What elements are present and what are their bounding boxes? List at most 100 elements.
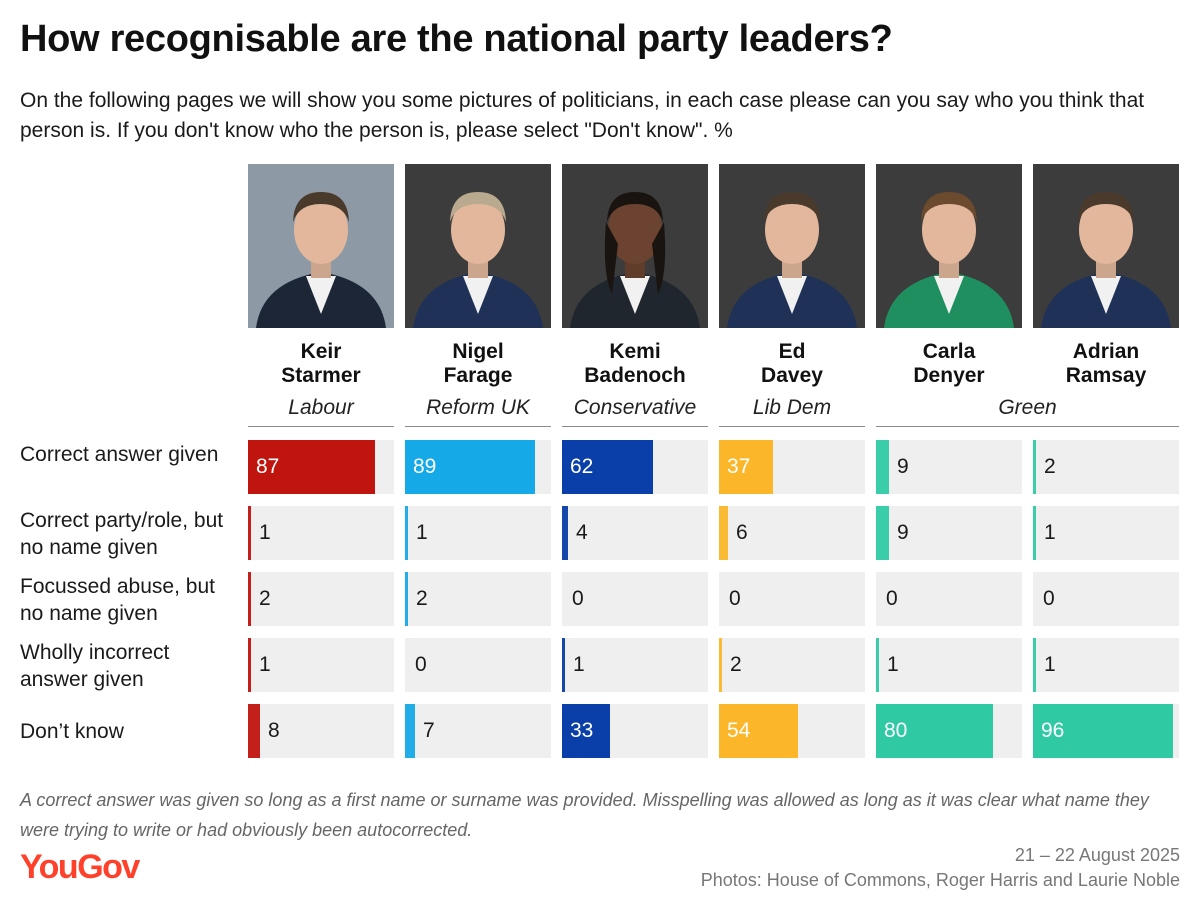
cell-ramsay-row-1: 2 (1033, 440, 1179, 494)
bar-ramsay-row-2 (1033, 506, 1036, 560)
bar-denyer-row-2 (876, 506, 889, 560)
leader-first-name: Adrian (1072, 340, 1140, 363)
leader-last-name: Badenoch (584, 364, 686, 387)
bar-starmer-row-5 (248, 704, 260, 758)
bar-starmer-row-4 (248, 638, 251, 692)
bar-starmer-row-1 (248, 440, 375, 494)
data-label-denyer-row-4: 1 (887, 653, 899, 676)
cell-starmer-row-4: 1 (248, 638, 394, 692)
cell-davey-row-3: 0 (719, 572, 865, 626)
leader-last-name: Ramsay (1065, 364, 1147, 387)
data-label-davey-row-4: 2 (730, 653, 742, 676)
party-label-labour: Labour (288, 396, 354, 419)
bar-starmer-row-3 (248, 572, 251, 626)
cell-denyer-row-1: 9 (876, 440, 1022, 494)
cell-starmer-row-3: 2 (248, 572, 394, 626)
cell-davey-row-4: 2 (719, 638, 865, 692)
cell-badenoch-row-1: 62 (562, 440, 708, 494)
data-label-starmer-row-1: 87 (256, 455, 280, 478)
data-label-badenoch-row-3: 0 (572, 587, 584, 610)
bar-badenoch-row-1 (562, 440, 653, 494)
party-divider (719, 426, 865, 427)
data-label-farage-row-5: 7 (423, 719, 435, 742)
bar-starmer-row-2 (248, 506, 251, 560)
leader-name-badenoch: Kemi Badenoch (562, 340, 708, 388)
leader-last-name: Davey (761, 364, 823, 387)
party-label-reform-uk: Reform UK (426, 396, 530, 419)
data-label-badenoch-row-1: 62 (570, 455, 594, 478)
bar-farage-row-1 (405, 440, 535, 494)
data-label-starmer-row-2: 1 (259, 521, 271, 544)
leader-last-name: Farage (443, 364, 513, 387)
data-label-denyer-row-2: 9 (897, 521, 909, 544)
bar-davey-row-5 (719, 704, 798, 758)
row-label-4: Wholly incorrect answer given (20, 641, 170, 691)
cell-ramsay-row-5: 96 (1033, 704, 1179, 758)
data-label-ramsay-row-3: 0 (1043, 587, 1055, 610)
data-label-davey-row-3: 0 (729, 587, 741, 610)
cell-badenoch-row-4: 1 (562, 638, 708, 692)
bar-badenoch-row-2 (562, 506, 568, 560)
data-label-denyer-row-1: 9 (897, 455, 909, 478)
data-label-starmer-row-4: 1 (259, 653, 271, 676)
bar-denyer-row-5 (876, 704, 993, 758)
cell-davey-row-2: 6 (719, 506, 865, 560)
leader-name-starmer: Keir Starmer (248, 340, 394, 388)
bar-davey-row-1 (719, 440, 773, 494)
row-label-1: Correct answer given (20, 443, 219, 466)
cell-farage-row-3: 2 (405, 572, 551, 626)
portrait-ramsay (1033, 164, 1179, 328)
cell-ramsay-row-4: 1 (1033, 638, 1179, 692)
chart-subtitle: On the following pages we will show you … (20, 89, 1145, 142)
row-label-5: Don’t know (20, 720, 124, 743)
leader-name-denyer: Carla Denyer (876, 340, 1022, 388)
cell-farage-row-4: 0 (405, 638, 551, 692)
cell-farage-row-5: 7 (405, 704, 551, 758)
party-divider (876, 426, 1179, 427)
data-label-denyer-row-3: 0 (886, 587, 898, 610)
cell-badenoch-row-5: 33 (562, 704, 708, 758)
cell-badenoch-row-2: 4 (562, 506, 708, 560)
cell-starmer-row-5: 8 (248, 704, 394, 758)
data-label-davey-row-2: 6 (736, 521, 748, 544)
bar-farage-row-3 (405, 572, 408, 626)
leader-first-name: Ed (778, 340, 806, 363)
data-label-farage-row-1: 89 (413, 455, 437, 478)
cell-denyer-row-2: 9 (876, 506, 1022, 560)
leader-last-name: Denyer (913, 364, 985, 387)
bar-farage-row-5 (405, 704, 415, 758)
data-label-davey-row-1: 37 (727, 455, 751, 478)
leader-last-name: Starmer (281, 364, 361, 387)
cell-denyer-row-3: 0 (876, 572, 1022, 626)
data-label-ramsay-row-1: 2 (1044, 455, 1056, 478)
data-label-ramsay-row-5: 96 (1041, 719, 1065, 742)
yougov-logo: YouGov (20, 848, 140, 886)
bar-farage-row-2 (405, 506, 408, 560)
party-label-lib-dem: Lib Dem (752, 396, 832, 419)
data-label-starmer-row-5: 8 (268, 719, 280, 742)
portrait-starmer (248, 164, 394, 328)
bar-badenoch-row-5 (562, 704, 610, 758)
portrait-davey (719, 164, 865, 328)
cell-denyer-row-4: 1 (876, 638, 1022, 692)
data-label-badenoch-row-5: 33 (570, 719, 594, 742)
data-label-farage-row-3: 2 (416, 587, 428, 610)
portrait-denyer (876, 164, 1022, 328)
chart-title: How recognisable are the national party … (20, 18, 893, 60)
photo-credit: Photos: House of Commons, Roger Harris a… (700, 870, 1180, 890)
bar-ramsay-row-5 (1033, 704, 1173, 758)
row-label-2: Correct party/role, but no name given (20, 509, 224, 559)
data-label-starmer-row-3: 2 (259, 587, 271, 610)
cell-starmer-row-1: 87 (248, 440, 394, 494)
leader-first-name: Keir (300, 340, 342, 363)
leader-name-ramsay: Adrian Ramsay (1033, 340, 1179, 388)
data-label-farage-row-4: 0 (415, 653, 427, 676)
cell-davey-row-5: 54 (719, 704, 865, 758)
bar-badenoch-row-4 (562, 638, 565, 692)
party-divider (248, 426, 394, 427)
leader-first-name: Kemi (609, 340, 661, 363)
bar-davey-row-2 (719, 506, 728, 560)
cell-badenoch-row-3: 0 (562, 572, 708, 626)
leader-name-davey: Ed Davey (719, 340, 865, 388)
data-label-denyer-row-5: 80 (884, 719, 908, 742)
